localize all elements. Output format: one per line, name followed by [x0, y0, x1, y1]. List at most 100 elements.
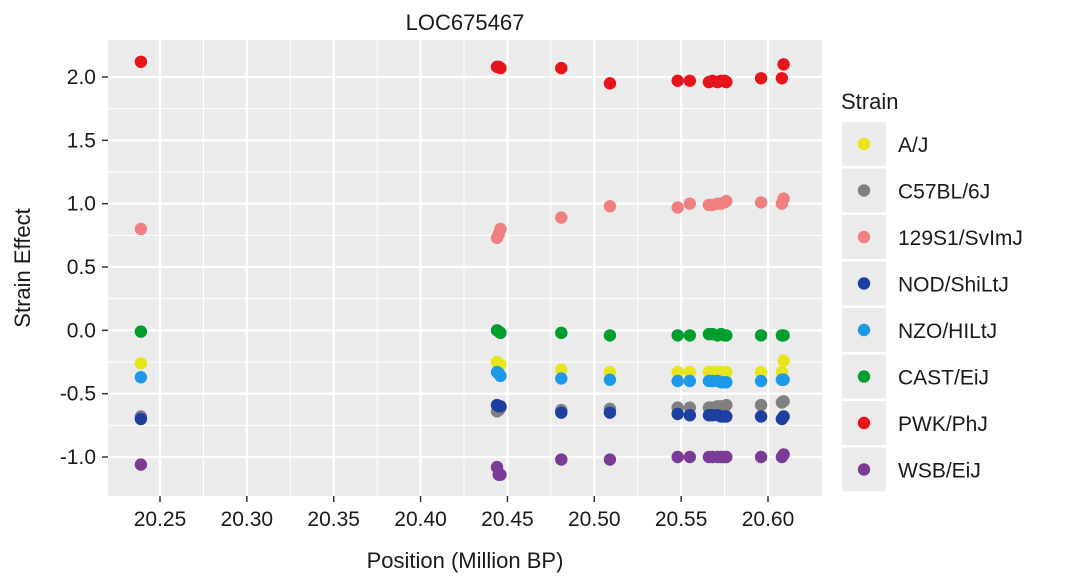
data-point — [671, 74, 684, 88]
legend-item: NOD/ShiLtJ — [842, 261, 1009, 306]
y-tick-label: 1.5 — [67, 129, 96, 152]
data-point — [777, 192, 790, 205]
legend-label: PWK/PhJ — [898, 413, 988, 436]
data-point — [134, 458, 148, 471]
data-point — [671, 365, 684, 379]
legend-item: PWK/PhJ — [842, 401, 988, 445]
data-point — [555, 453, 568, 466]
data-point — [683, 365, 697, 379]
legend-item: CAST/EiJ — [842, 354, 989, 399]
data-point — [494, 222, 507, 236]
data-point — [603, 453, 617, 466]
y-tick-label: 0.0 — [67, 319, 96, 342]
x-tick-label: 20.55 — [655, 508, 708, 531]
data-point — [754, 374, 768, 388]
data-point — [683, 74, 697, 88]
data-point — [754, 450, 768, 464]
data-point — [671, 407, 684, 421]
data-point — [134, 357, 148, 370]
legend-swatch — [857, 463, 871, 476]
x-tick-label: 20.35 — [307, 508, 360, 531]
data-point — [494, 468, 507, 481]
data-point — [754, 196, 768, 209]
data-point — [603, 77, 617, 90]
legend-label: A/J — [898, 134, 928, 157]
legend-item: WSB/EiJ — [842, 447, 981, 492]
data-point — [754, 329, 768, 342]
y-tick-label: 0.5 — [67, 256, 96, 279]
data-point — [777, 354, 790, 367]
series-cast-eij — [134, 324, 790, 342]
series-wsb-eij — [134, 448, 790, 481]
data-point — [720, 398, 733, 412]
series-nod-shiltj — [134, 398, 790, 426]
data-point — [494, 400, 507, 413]
data-point — [494, 326, 507, 340]
data-point — [720, 194, 733, 208]
data-point — [777, 329, 790, 342]
data-point — [777, 58, 790, 71]
data-point — [754, 410, 768, 423]
legend-item: A/J — [842, 122, 928, 166]
legend-item: NZO/HILtJ — [842, 308, 997, 352]
y-tick-label: -0.5 — [60, 383, 96, 406]
data-point — [720, 329, 733, 342]
legend-label: CAST/EiJ — [898, 367, 989, 390]
data-point — [720, 410, 733, 423]
x-axis-title: Position (Million BP) — [367, 548, 564, 573]
data-point — [777, 448, 790, 461]
legend-item: C57BL/6J — [842, 168, 990, 213]
data-point — [555, 61, 568, 75]
data-point — [683, 374, 697, 388]
data-point — [683, 409, 697, 422]
legend-swatch — [857, 137, 871, 151]
data-point — [134, 222, 148, 236]
x-tick-label: 20.40 — [394, 508, 447, 531]
legend-swatch — [857, 184, 871, 197]
data-point — [683, 329, 697, 342]
data-point — [683, 450, 697, 464]
legend-label: 129S1/SvImJ — [898, 227, 1023, 250]
data-point — [494, 369, 507, 383]
data-point — [555, 211, 568, 224]
data-point — [720, 365, 733, 379]
y-tick-label: 2.0 — [67, 66, 96, 89]
data-point — [775, 72, 789, 85]
data-point — [555, 326, 568, 340]
data-point — [754, 398, 768, 412]
data-point — [720, 376, 733, 389]
data-point — [555, 406, 568, 419]
data-point — [134, 55, 148, 68]
x-tick-label: 20.25 — [134, 508, 187, 531]
data-point — [683, 197, 697, 210]
data-point — [720, 75, 733, 89]
legend-label: C57BL/6J — [898, 181, 990, 204]
legend-label: NOD/ShiLtJ — [898, 274, 1009, 297]
data-point — [671, 450, 684, 464]
chart-title: LOC675467 — [406, 10, 525, 35]
data-point — [603, 329, 617, 342]
legend-item: 129S1/SvImJ — [842, 215, 1023, 259]
x-tick-label: 20.30 — [221, 508, 274, 531]
x-tick-label: 20.50 — [568, 508, 621, 531]
legend-swatch — [857, 416, 871, 430]
data-point — [777, 395, 790, 408]
data-point — [777, 410, 790, 423]
data-point — [777, 373, 790, 386]
data-point — [603, 373, 617, 386]
x-tick-label: 20.60 — [742, 508, 795, 531]
legend-title: Strain — [841, 89, 898, 114]
data-point — [555, 372, 568, 385]
data-point — [134, 412, 148, 426]
y-tick-label: -1.0 — [60, 446, 96, 469]
series-129s1-svimj — [134, 192, 790, 245]
data-point — [720, 450, 733, 464]
data-point — [603, 406, 617, 419]
series-pwk-phj — [134, 55, 790, 90]
legend-swatch — [857, 370, 871, 383]
x-tick-label: 20.45 — [481, 508, 534, 531]
legend-label: NZO/HILtJ — [898, 320, 997, 343]
data-point — [603, 200, 617, 213]
